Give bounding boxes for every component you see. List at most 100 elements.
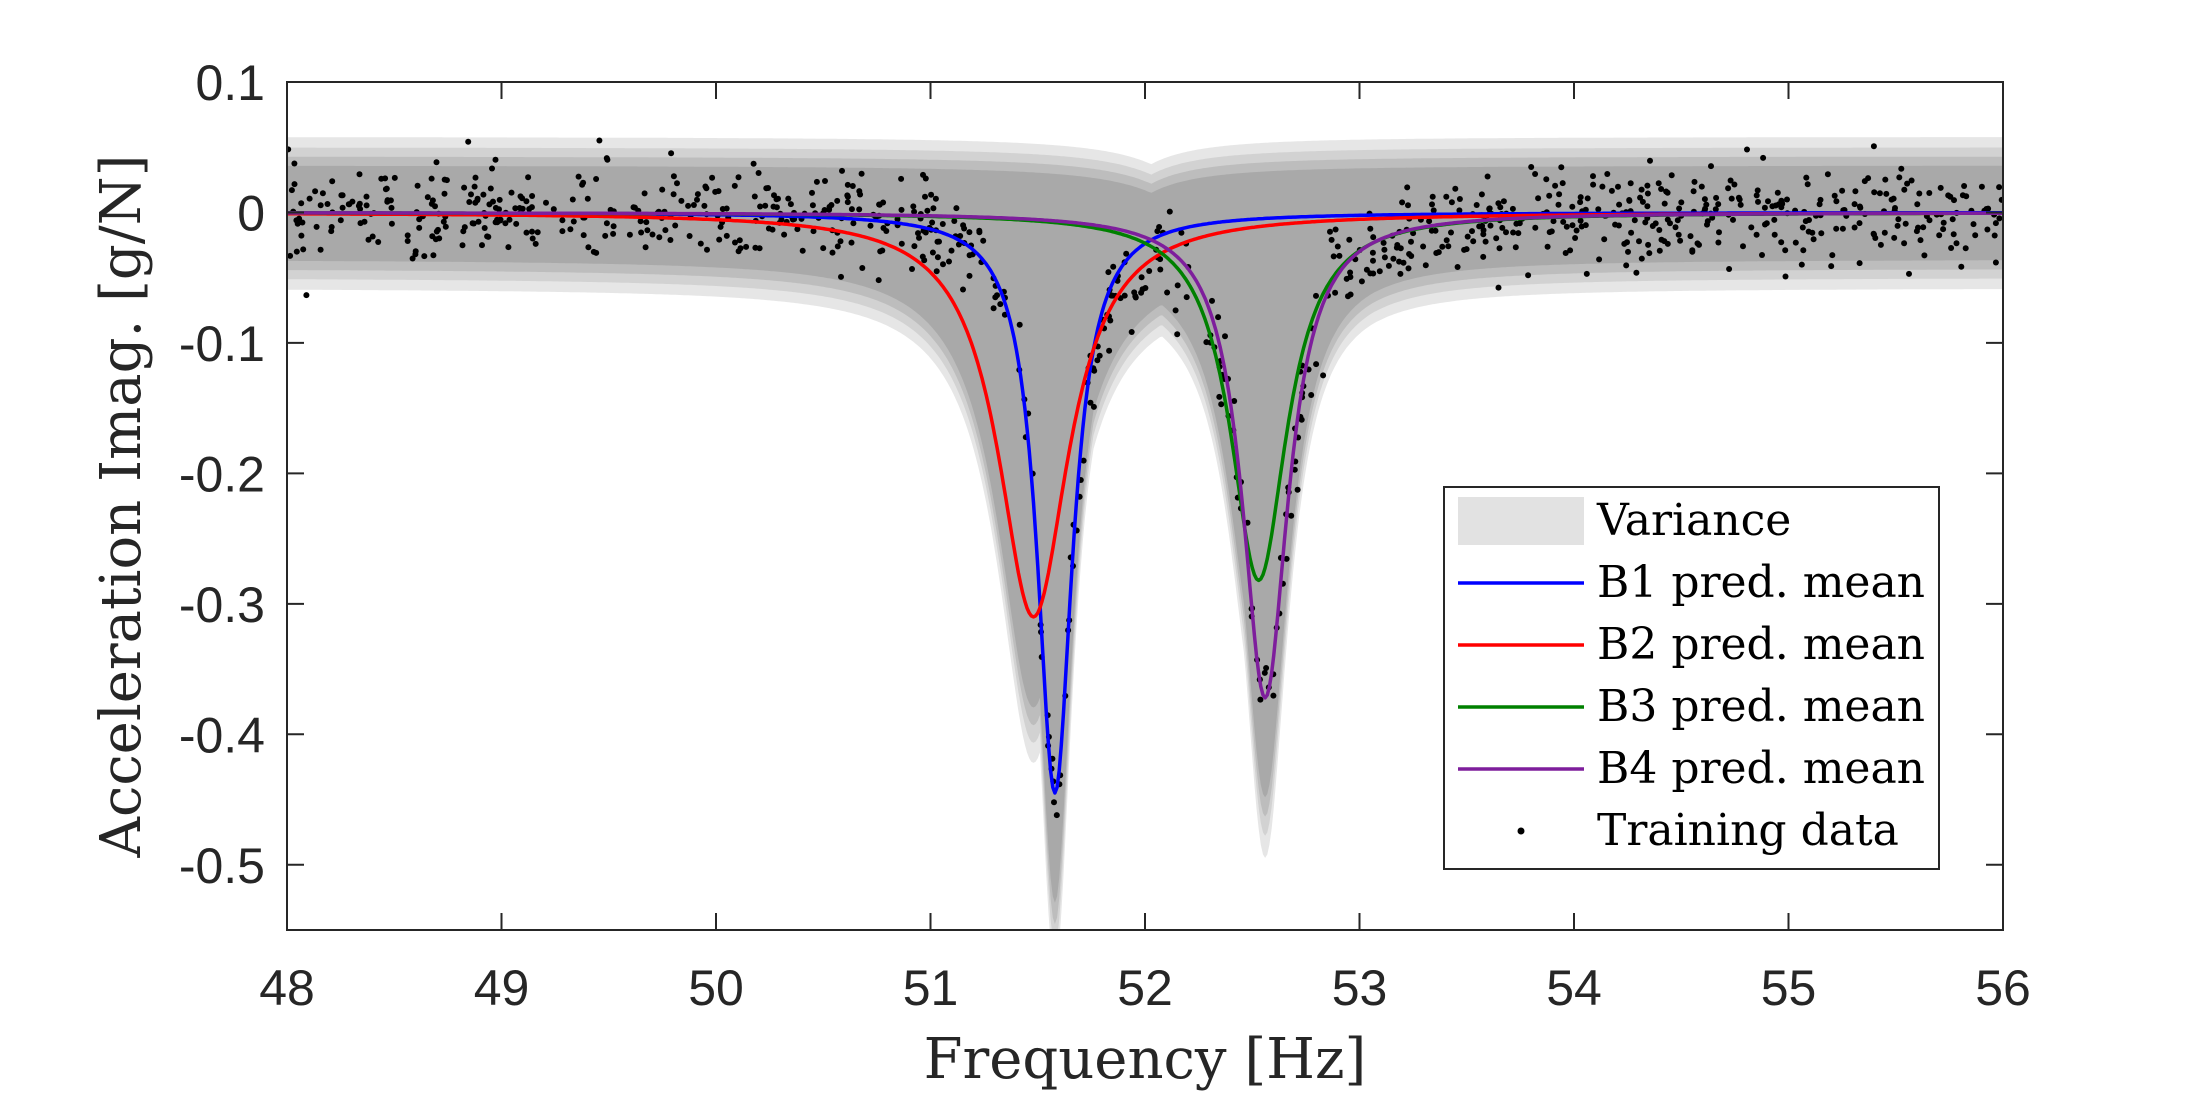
x-tick-label: 48 xyxy=(259,960,315,1016)
training-point xyxy=(607,206,614,213)
y-tick-label: 0.1 xyxy=(195,55,265,111)
training-point xyxy=(313,223,320,230)
training-point xyxy=(466,199,473,205)
training-point xyxy=(1920,224,1927,231)
training-point xyxy=(750,160,757,167)
training-point xyxy=(1332,226,1339,233)
training-point xyxy=(534,229,541,236)
training-point xyxy=(1178,229,1185,236)
training-point xyxy=(1270,692,1277,699)
x-tick-label: 52 xyxy=(1117,960,1173,1016)
training-point xyxy=(916,234,922,241)
training-point xyxy=(1833,198,1840,205)
training-point xyxy=(432,236,439,243)
training-point xyxy=(1753,192,1760,199)
training-point xyxy=(1203,339,1210,346)
training-point xyxy=(1824,171,1831,178)
y-tick-labels: 0.1 0 -0.1 -0.2 -0.3 -0.4 -0.5 xyxy=(179,55,265,894)
training-point xyxy=(1668,172,1675,179)
training-point xyxy=(966,252,973,259)
training-point xyxy=(990,305,997,312)
training-point xyxy=(928,191,935,198)
training-point xyxy=(641,190,648,197)
training-point xyxy=(966,272,973,279)
training-point xyxy=(412,251,419,258)
training-point xyxy=(1915,224,1921,231)
training-point xyxy=(826,203,833,210)
training-point xyxy=(953,205,960,212)
training-point xyxy=(429,197,436,204)
training-point xyxy=(1053,812,1060,819)
training-point xyxy=(773,204,780,211)
training-point xyxy=(813,178,820,185)
training-point xyxy=(856,188,863,195)
training-point xyxy=(1583,270,1590,277)
training-point xyxy=(1087,399,1094,406)
training-point xyxy=(570,218,577,225)
training-point xyxy=(1950,231,1957,238)
training-point xyxy=(822,178,828,184)
training-point xyxy=(1708,163,1714,170)
training-point xyxy=(844,199,851,206)
training-point xyxy=(1615,222,1622,229)
training-point xyxy=(1572,235,1579,241)
training-point xyxy=(1393,244,1400,251)
training-point xyxy=(879,247,886,254)
training-point xyxy=(1992,220,1999,227)
training-point xyxy=(590,248,597,255)
training-point xyxy=(1486,205,1493,212)
training-point xyxy=(735,174,742,181)
training-point xyxy=(480,191,487,198)
training-point xyxy=(1090,403,1097,410)
y-tick-label: 0 xyxy=(237,185,265,241)
training-point xyxy=(1358,278,1365,285)
training-point xyxy=(428,175,435,182)
training-point xyxy=(1495,284,1502,291)
training-point xyxy=(1661,200,1668,207)
training-point xyxy=(1584,195,1591,202)
training-point xyxy=(1154,228,1161,235)
x-tick-label: 51 xyxy=(903,960,959,1016)
training-point xyxy=(1443,193,1450,200)
legend-label: Training data xyxy=(1597,805,1899,856)
training-point xyxy=(1674,217,1681,224)
training-point xyxy=(1406,251,1413,257)
training-point xyxy=(911,208,918,215)
legend-item-4: B3 pred. mean xyxy=(1458,681,1925,732)
training-point xyxy=(1590,181,1597,188)
training-point xyxy=(1347,274,1354,280)
training-point xyxy=(1936,232,1943,239)
training-point xyxy=(1740,243,1746,250)
training-point xyxy=(579,181,586,188)
training-point xyxy=(922,175,929,182)
training-point xyxy=(1399,199,1406,206)
training-point xyxy=(1435,249,1442,256)
legend: Variance B1 pred. mean B2 pred. mean B3 pre… xyxy=(1443,486,1940,870)
training-point xyxy=(930,205,937,212)
training-point xyxy=(1856,203,1863,210)
training-point xyxy=(1642,219,1649,226)
training-point xyxy=(300,246,307,253)
training-point xyxy=(1577,217,1584,224)
training-point xyxy=(668,150,675,157)
training-point xyxy=(1376,268,1383,275)
training-point xyxy=(1558,164,1565,171)
training-point xyxy=(294,220,301,227)
legend-item-3: B2 pred. mean xyxy=(1458,619,1925,670)
training-point xyxy=(580,232,587,239)
training-point xyxy=(1550,218,1557,225)
training-point xyxy=(1658,186,1665,192)
training-point xyxy=(1921,252,1928,259)
legend-label: B1 pred. mean xyxy=(1597,557,1925,608)
training-point xyxy=(858,170,865,177)
training-point xyxy=(1655,180,1662,187)
training-point xyxy=(391,174,398,181)
y-tick-label: -0.5 xyxy=(179,838,265,894)
training-point xyxy=(1479,222,1486,229)
training-point xyxy=(649,231,656,238)
training-point xyxy=(1753,231,1760,238)
training-point xyxy=(306,195,313,202)
training-point xyxy=(1596,256,1603,263)
training-point xyxy=(472,174,479,181)
legend-box xyxy=(1443,486,1940,870)
